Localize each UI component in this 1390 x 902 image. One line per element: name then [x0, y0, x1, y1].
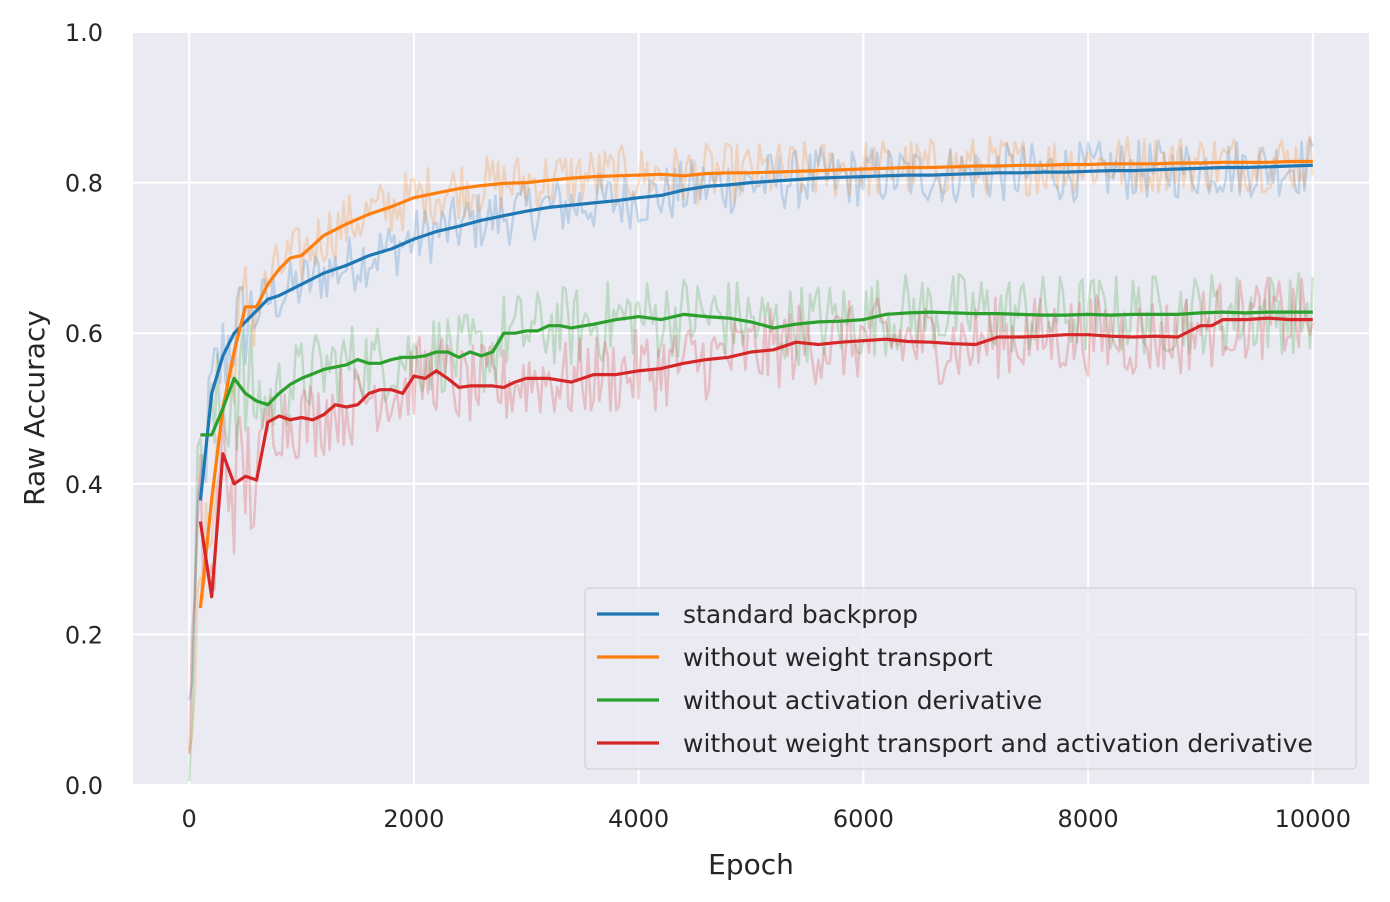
legend-label: without weight transport and activation …	[683, 729, 1313, 758]
y-tick-label: 0.8	[65, 170, 103, 198]
legend-box	[584, 587, 1357, 770]
y-tick-label: 0.6	[65, 320, 103, 348]
series-line-3	[198, 316, 1313, 599]
series-line-2	[200, 310, 1313, 437]
raw-noise-layer	[187, 135, 1315, 781]
x-tick-label: 2000	[383, 805, 444, 833]
x-axis-label: Epoch	[708, 848, 794, 881]
legend-label: standard backprop	[683, 600, 918, 629]
y-axis-label: Raw Accuracy	[18, 310, 51, 506]
series-line-1	[198, 159, 1313, 609]
legend-label: without activation derivative	[683, 686, 1042, 715]
legend-label: without weight transport	[683, 643, 993, 672]
raw-series-1	[187, 135, 1315, 752]
x-tick-label: 4000	[608, 805, 669, 833]
x-tick-label: 10000	[1275, 805, 1351, 833]
y-tick-label: 0.2	[65, 621, 103, 649]
raw-series-2	[187, 271, 1315, 781]
legend: standard backprop without weight transpor…	[584, 587, 1357, 770]
raw-series-3	[187, 276, 1315, 755]
y-axis-ticks: 0.0 0.2 0.4 0.6 0.8 1.0	[65, 19, 103, 800]
x-tick-label: 0	[182, 805, 197, 833]
y-tick-label: 0.4	[65, 471, 103, 499]
x-tick-label: 6000	[833, 805, 894, 833]
raw-series-0	[187, 137, 1314, 701]
y-tick-label: 0.0	[65, 772, 103, 800]
y-tick-label: 1.0	[65, 19, 103, 47]
mean-lines-layer	[198, 159, 1313, 609]
series-line-0	[198, 163, 1313, 501]
x-axis-ticks: 0 2000 4000 6000 8000 10000	[182, 805, 1351, 833]
x-tick-label: 8000	[1058, 805, 1119, 833]
